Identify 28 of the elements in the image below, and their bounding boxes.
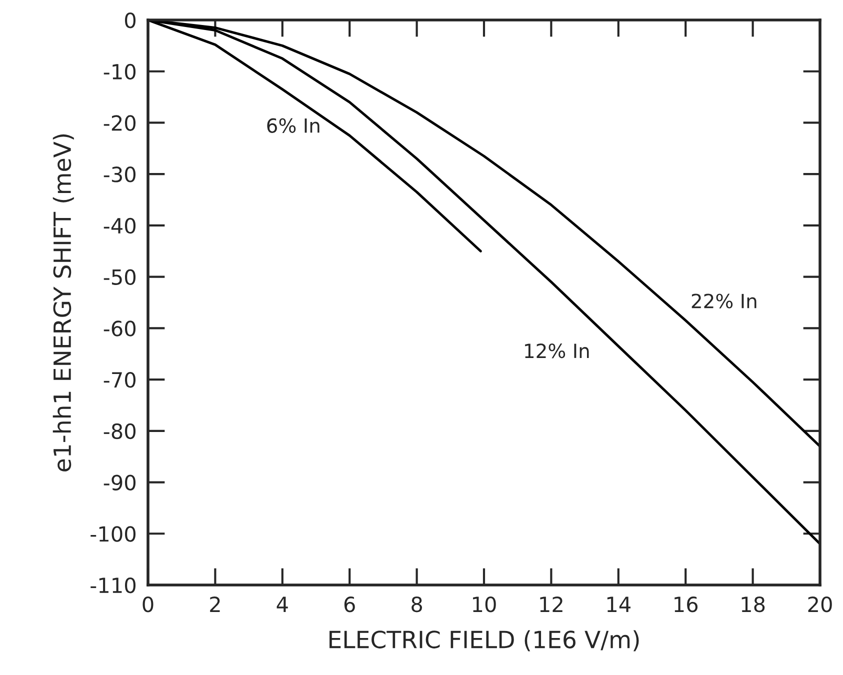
x-tick-label: 10 bbox=[473, 596, 496, 612]
y-tick-label: -80 bbox=[104, 423, 136, 440]
x-axis-title: ELECTRIC FIELD (1E6 V/m) bbox=[330, 630, 639, 652]
y-tick-label: -100 bbox=[90, 526, 136, 542]
y-axis-title: e1-hh1 ENERGY SHIFT (meV) bbox=[52, 134, 74, 472]
y-tick-label: -10 bbox=[104, 64, 136, 80]
y-tick-label: -60 bbox=[104, 320, 136, 336]
x-tick-label: 16 bbox=[674, 596, 698, 612]
x-tick-label: 14 bbox=[607, 596, 630, 612]
y-tick-label: -70 bbox=[104, 372, 136, 388]
series-label: 22% In bbox=[692, 294, 756, 308]
x-tick-label: 2 bbox=[210, 596, 220, 612]
series-label: 6% In bbox=[267, 118, 320, 133]
x-tick-label: 8 bbox=[412, 596, 422, 612]
x-tick-label: 6 bbox=[344, 596, 355, 612]
y-tick-label: -30 bbox=[104, 166, 136, 182]
y-tick-label: 0 bbox=[125, 12, 136, 28]
x-tick-label: 20 bbox=[808, 596, 832, 612]
series-label: 12% In bbox=[525, 344, 589, 358]
x-tick-label: 18 bbox=[742, 596, 765, 612]
x-tick-label: 4 bbox=[276, 596, 288, 612]
y-tick-label: -90 bbox=[104, 474, 136, 490]
y-tick-label: -50 bbox=[104, 269, 136, 286]
x-tick-label: 0 bbox=[142, 596, 154, 612]
y-tick-label: -20 bbox=[104, 115, 136, 131]
y-tick-label: -40 bbox=[104, 218, 136, 234]
y-tick-label: -110 bbox=[90, 577, 136, 594]
x-tick-label: 12 bbox=[540, 596, 562, 612]
